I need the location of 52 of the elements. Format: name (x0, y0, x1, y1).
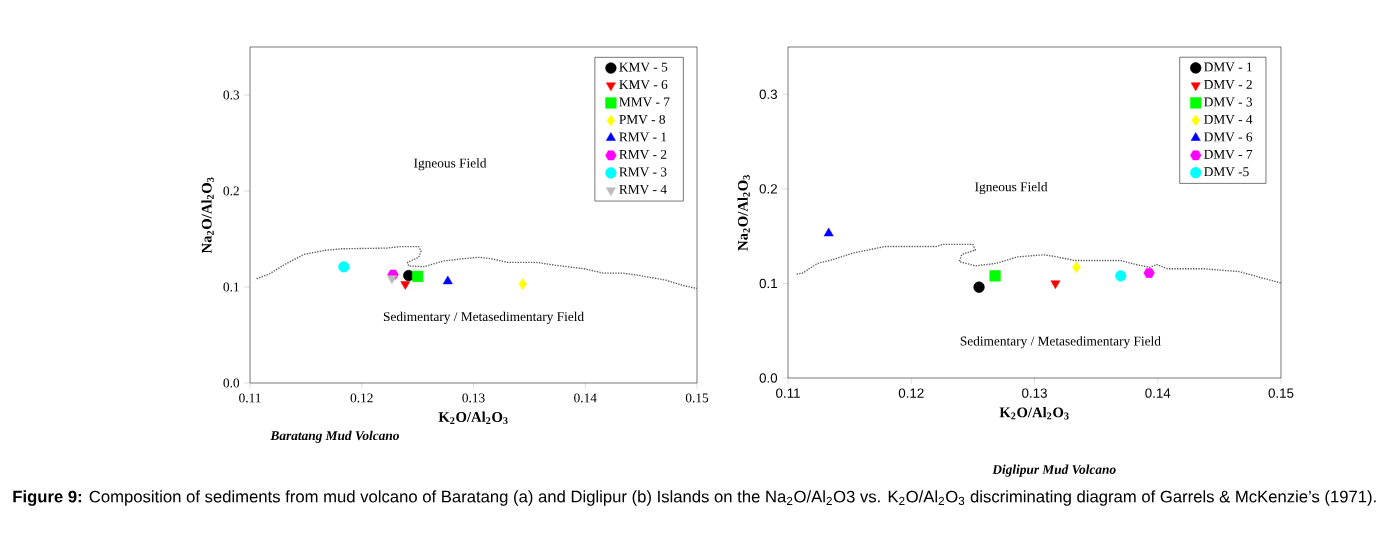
x-tick-label: 0.13 (1022, 388, 1047, 398)
text: Figure 9: Composition of sediments from mud volcano of Baratang (a) and Diglipur (b) Islands on the Na$_{2}$O/Al$_{2}$O3 vs. K$_{2}$O/Al$_{2}$O$_{3}$ discriminating diagram of Garrels & McKenzie’s (1971). (13, 490, 1376, 506)
legend-label: MMV - 7 (619, 97, 670, 107)
legend-label: DMV -5 (1204, 167, 1249, 177)
legend-label: PMV - 8 (619, 114, 666, 125)
legend-label: DMV - 2 (1204, 80, 1252, 90)
legend-label: DMV - 6 (1204, 132, 1253, 142)
x-axis-title: K$_{2}$O/Al$_{2}$O$_{3}$ (438, 411, 508, 425)
x-tick-label: 0.11 (776, 388, 800, 398)
x-tick-label: 0.15 (1268, 388, 1294, 398)
y-tick-label: 0.0 (759, 373, 778, 383)
point (518, 278, 527, 290)
line-series (256, 246, 698, 290)
x-tick-label: 0.12 (898, 388, 924, 398)
y-tick-label: 0.3 (759, 89, 778, 99)
legend-label: RMV - 4 (619, 184, 667, 194)
x-tick-label: 0.13 (462, 393, 485, 403)
annotation: Igneous Field (414, 158, 487, 171)
legend-label: KMV - 5 (619, 62, 668, 72)
annotation: Igneous Field (975, 181, 1048, 195)
y-axis-title: Na$_{2}$O/Al$_{2}$O$_{3}$ (737, 175, 750, 251)
legend-label: DMV - 1 (1204, 62, 1252, 72)
annotation: Sedimentary / Metasedimentary Field (383, 311, 584, 324)
point (400, 281, 411, 290)
legend-label: RMV - 2 (619, 149, 667, 159)
legend-label: KMV - 6 (619, 80, 668, 90)
x-tick-label: 0.12 (350, 393, 373, 403)
y-tick-label: 0.0 (223, 378, 240, 388)
point (412, 270, 424, 283)
y-tick-label: 0.1 (223, 282, 239, 292)
point (442, 275, 453, 285)
x-axis-title: K$_{2}$O/Al$_{2}$O$_{3}$ (999, 407, 1069, 420)
text: Diglipur Mud Volcano (992, 464, 1116, 477)
text: Baratang Mud Volcano (270, 430, 399, 443)
legend-label: DMV - 3 (1204, 97, 1253, 107)
y-tick-label: 0.2 (759, 184, 777, 194)
legend-label: DMV - 7 (1204, 149, 1253, 159)
legend-label: DMV - 4 (1204, 114, 1253, 124)
x-tick-label: 0.11 (239, 393, 261, 403)
x-tick-label: 0.15 (685, 393, 709, 403)
y-tick-label: 0.2 (223, 186, 239, 196)
line-series (795, 243, 1282, 284)
x-tick-label: 0.14 (574, 393, 597, 403)
annotation: Sedimentary / Metasedimentary Field (960, 336, 1161, 349)
y-tick-label: 0.3 (223, 90, 240, 100)
legend-label: RMV - 3 (619, 167, 667, 177)
point (338, 261, 350, 273)
legend-label: RMV - 1 (619, 132, 667, 142)
x-tick-label: 0.14 (1145, 388, 1171, 398)
y-tick-label: 0.1 (759, 278, 777, 289)
point (387, 275, 397, 284)
y-axis-title: Na$_{2}$O/Al$_{2}$O$_{3}$ (201, 177, 214, 254)
